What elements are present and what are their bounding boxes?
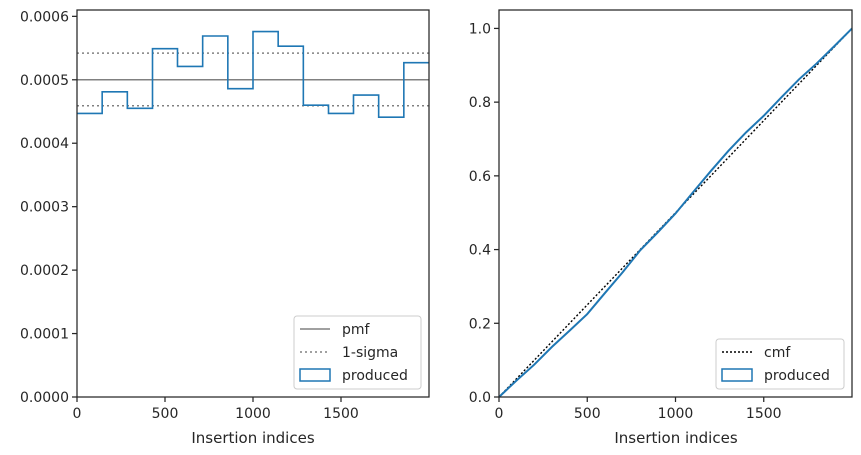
histogram-legend: pmf 1-sigma produced	[293, 315, 422, 390]
legend-cmf-label: cmf	[764, 345, 791, 361]
histogram-legend-box	[293, 315, 422, 390]
produced-series-line	[498, 27, 853, 398]
y-tick-label: 0.0001	[20, 327, 69, 343]
histogram-plot-area	[77, 30, 429, 119]
x-tick-label: 0	[495, 406, 504, 422]
y-tick-label: 0.0003	[20, 200, 69, 216]
y-tick-label: 0.8	[469, 95, 491, 111]
legend-produced-label: produced	[342, 368, 408, 384]
histogram-ticks: 0 500 1000 1500 0.0000 0.0001 0.0002 0.0003 0.00…	[20, 9, 359, 422]
histogram-x-axis-label: Insertion indices	[191, 429, 314, 447]
x-tick-label: 1500	[746, 406, 782, 422]
cmf-series-line	[498, 27, 853, 398]
y-tick-label: 0.0004	[20, 136, 69, 152]
x-tick-label: 1500	[323, 406, 359, 422]
y-tick-label: 0.0	[469, 390, 491, 406]
x-tick-label: 500	[574, 406, 601, 422]
legend-produced-label: produced	[764, 368, 830, 384]
x-tick-label: 0	[73, 406, 82, 422]
histogram-panel: 0 500 1000 1500 0.0000 0.0001 0.0002 0.0003 0.00…	[20, 9, 430, 447]
legend-produced-swatch	[299, 368, 331, 382]
y-tick-label: 0.0002	[20, 263, 69, 279]
x-tick-label: 500	[152, 406, 179, 422]
produced-step-series	[77, 30, 429, 119]
cumulative-x-axis-label: Insertion indices	[614, 429, 737, 447]
y-tick-label: 0.0006	[20, 9, 69, 25]
y-tick-label: 0.6	[469, 169, 491, 185]
y-tick-label: 0.0000	[20, 390, 69, 406]
legend-produced-swatch	[721, 368, 753, 382]
x-tick-label: 1000	[235, 406, 271, 422]
cumulative-plot-area	[498, 27, 853, 398]
cumulative-ticks: 0 500 1000 1500 0.0 0.2 0.4 0.6 0.8 1.0	[469, 21, 782, 422]
legend-1-sigma-label: 1-sigma	[342, 345, 398, 361]
x-tick-label: 1000	[658, 406, 694, 422]
y-tick-label: 0.0005	[20, 73, 69, 89]
legend-pmf-label: pmf	[342, 322, 371, 338]
cumulative-panel: 0 500 1000 1500 0.0 0.2 0.4 0.6 0.8 1.0 Insertion…	[469, 9, 853, 447]
y-tick-label: 0.2	[469, 316, 491, 332]
cumulative-legend: cmf produced	[715, 338, 845, 390]
y-tick-label: 1.0	[469, 21, 491, 37]
y-tick-label: 0.4	[469, 243, 491, 259]
